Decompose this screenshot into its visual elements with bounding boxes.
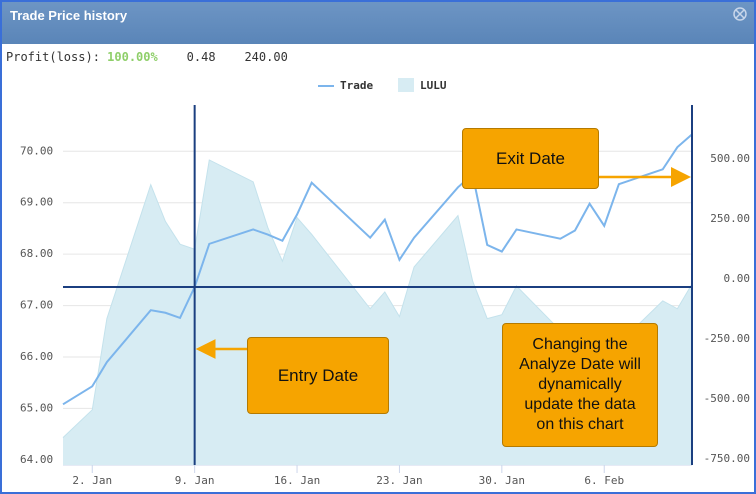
y2-tick-label: -250.00: [704, 332, 750, 345]
callout-text: update the data: [524, 396, 636, 413]
y-tick-label: 68.00: [20, 247, 53, 260]
y-tick-label: 69.00: [20, 196, 53, 209]
callout-text: dynamically: [538, 376, 622, 393]
legend-label: LULU: [420, 79, 447, 92]
note-callout: Changing the Analyze Date will dynamically…: [502, 323, 658, 447]
stats: Profit(loss): 100.00% 0.48 240.00: [6, 50, 288, 64]
x-tick-label: 16. Jan: [274, 474, 320, 487]
callout-text: Exit Date: [496, 148, 565, 168]
y-tick-label: 64.00: [20, 453, 53, 466]
x-tick-label: 23. Jan: [376, 474, 422, 487]
x-tick-label: 9. Jan: [175, 474, 215, 487]
callout-text: Changing the: [532, 336, 628, 353]
stats-percent: 100.00%: [107, 50, 158, 64]
title-bar: Trade Price history: [2, 2, 754, 44]
legend-label: Trade: [340, 79, 373, 92]
entry-callout: Entry Date: [247, 337, 389, 414]
close-icon-x: [735, 9, 745, 19]
line: [62, 133, 693, 406]
y2-tick-label: -750.00: [704, 452, 750, 465]
y2-tick-label: 250.00: [710, 212, 750, 225]
y-tick-label: 65.00: [20, 401, 53, 414]
x-tick-label: 2. Jan: [72, 474, 112, 487]
y-tick-label: 67.00: [20, 299, 53, 312]
stats-value: 0.48: [186, 50, 216, 64]
window-title: Trade Price history: [10, 8, 128, 23]
stats-value: 240.00: [244, 50, 288, 64]
y-tick-label: 70.00: [20, 144, 53, 157]
exit-callout: Exit Date: [462, 128, 599, 189]
callout-text: Analyze Date will: [519, 356, 641, 373]
y2-tick-label: 0.00: [724, 272, 751, 285]
x-tick-label: 6. Feb: [584, 474, 624, 487]
y2-tick-label: -500.00: [704, 392, 750, 405]
y-tick-label: 66.00: [20, 350, 53, 363]
callout-text: on this chart: [536, 416, 624, 433]
x-tick-label: 30. Jan: [479, 474, 525, 487]
close-icon[interactable]: [733, 7, 747, 21]
legend-swatch: [398, 78, 414, 92]
callout-text: Entry Date: [277, 365, 359, 385]
stats-label: Profit(loss):: [6, 50, 100, 64]
y2-tick-label: 500.00: [710, 152, 750, 165]
